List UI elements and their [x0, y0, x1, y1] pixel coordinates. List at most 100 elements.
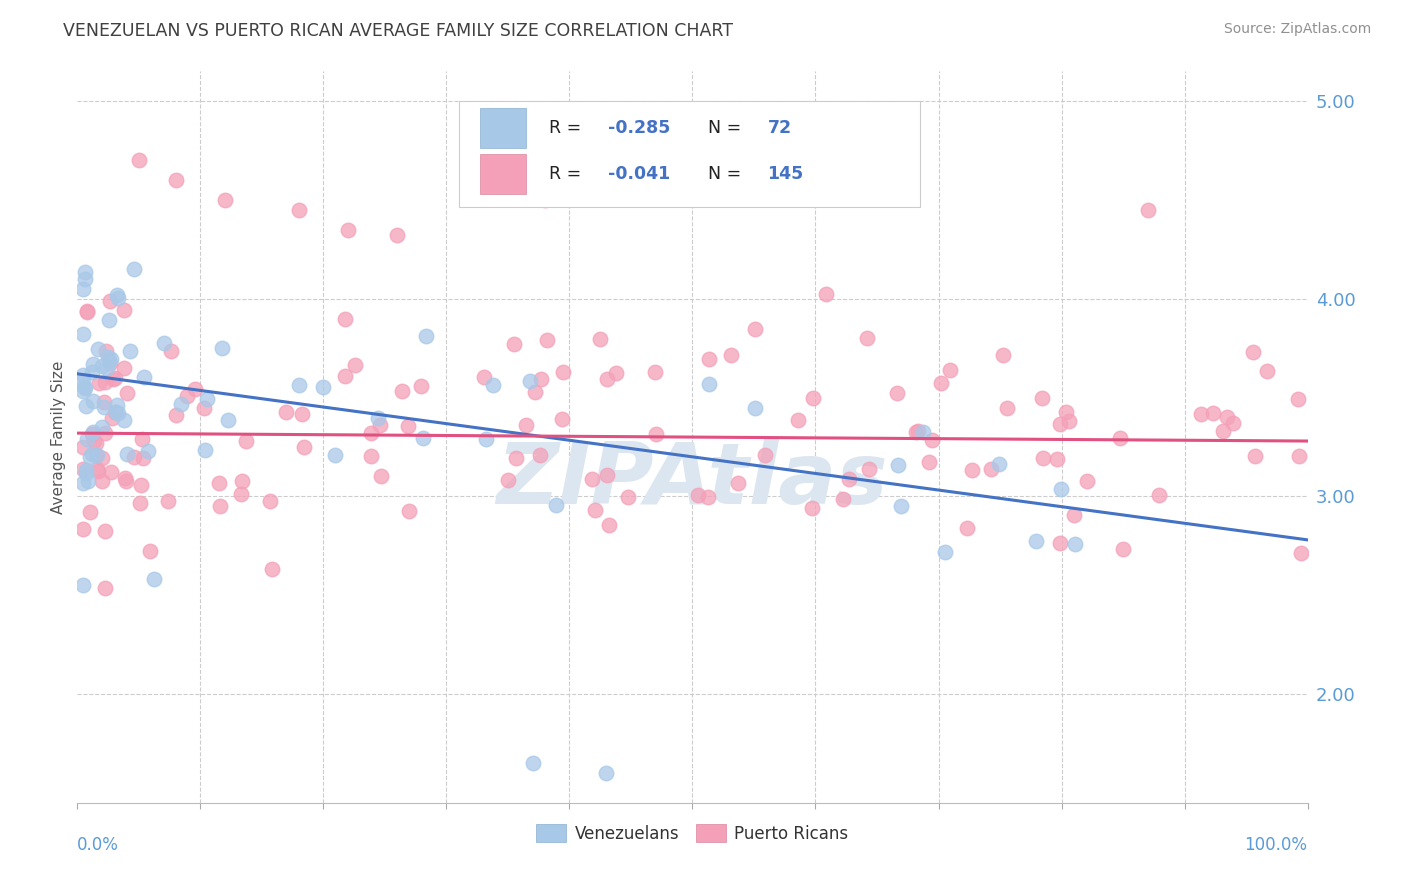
Point: [934, 545, 956, 559]
Point: [832, 491, 855, 506]
Point: [97, 312, 120, 326]
Point: [360, 449, 382, 463]
Point: [1212, 424, 1234, 438]
Point: [412, 431, 434, 445]
Point: [907, 425, 929, 439]
Point: [235, 434, 257, 449]
Point: [208, 475, 231, 490]
Point: [82, 357, 104, 371]
Point: [598, 518, 620, 533]
Point: [1064, 537, 1087, 551]
Point: [260, 562, 283, 576]
Point: [115, 474, 138, 488]
Point: [396, 419, 419, 434]
Y-axis label: Average Family Size: Average Family Size: [51, 360, 66, 514]
Point: [91, 359, 114, 374]
Point: [589, 332, 612, 346]
Point: [391, 384, 413, 398]
Point: [75, 399, 97, 413]
Point: [94, 343, 117, 358]
Point: [96, 361, 118, 376]
Point: [921, 433, 943, 447]
Text: 72: 72: [768, 119, 792, 136]
Point: [581, 472, 603, 486]
Point: [157, 493, 180, 508]
FancyBboxPatch shape: [458, 101, 920, 207]
Point: [530, 371, 553, 385]
Point: [72, 384, 94, 398]
Point: [1025, 533, 1047, 548]
Text: R =: R =: [548, 119, 586, 136]
Point: [94, 581, 117, 595]
Point: [80, 426, 103, 441]
Point: [409, 379, 432, 393]
Text: -0.285: -0.285: [607, 119, 669, 136]
Point: [744, 401, 766, 416]
Point: [105, 398, 128, 412]
Point: [94, 524, 117, 539]
Point: [72, 326, 94, 341]
Point: [886, 386, 908, 401]
Point: [75, 466, 97, 480]
Point: [503, 337, 526, 351]
Point: [367, 411, 389, 425]
Point: [482, 378, 505, 392]
Point: [72, 476, 94, 491]
Point: [274, 404, 297, 418]
Point: [139, 544, 162, 558]
Point: [962, 463, 984, 477]
Point: [918, 455, 941, 469]
Point: [98, 353, 121, 368]
Point: [93, 375, 115, 389]
Point: [153, 336, 176, 351]
Point: [84, 435, 107, 450]
Point: [104, 371, 127, 385]
Point: [93, 401, 115, 415]
Point: [697, 351, 720, 366]
FancyBboxPatch shape: [479, 153, 526, 194]
Point: [754, 448, 776, 462]
Point: [858, 462, 880, 476]
Point: [76, 432, 98, 446]
Point: [90, 420, 112, 434]
Point: [259, 493, 281, 508]
Text: Source: ZipAtlas.com: Source: ZipAtlas.com: [1223, 22, 1371, 37]
Point: [91, 450, 114, 465]
Point: [605, 366, 627, 380]
Point: [544, 498, 567, 512]
Point: [82, 447, 104, 461]
Point: [1216, 409, 1239, 424]
Point: [288, 202, 311, 217]
Point: [1241, 344, 1264, 359]
Point: [114, 471, 136, 485]
Point: [176, 389, 198, 403]
Point: [1288, 392, 1310, 406]
Point: [159, 344, 181, 359]
Point: [93, 426, 115, 441]
Point: [360, 426, 382, 441]
Point: [385, 228, 409, 243]
Point: [939, 363, 962, 377]
Point: [292, 441, 315, 455]
Point: [138, 444, 160, 458]
Text: VENEZUELAN VS PUERTO RICAN AVERAGE FAMILY SIZE CORRELATION CHART: VENEZUELAN VS PUERTO RICAN AVERAGE FAMIL…: [63, 22, 734, 40]
Point: [86, 342, 108, 356]
Point: [720, 347, 742, 361]
Point: [1063, 508, 1085, 523]
Point: [370, 468, 392, 483]
Point: [112, 302, 135, 317]
Point: [1049, 417, 1071, 431]
Point: [1147, 488, 1170, 502]
Point: [194, 442, 217, 457]
Point: [1112, 542, 1135, 557]
Point: [75, 265, 97, 279]
Point: [727, 476, 749, 491]
Point: [596, 372, 619, 386]
Point: [617, 491, 640, 505]
Point: [98, 356, 121, 370]
Point: [73, 380, 96, 394]
Point: [522, 756, 544, 771]
Point: [129, 496, 152, 510]
Point: [1076, 475, 1098, 489]
Point: [72, 374, 94, 388]
